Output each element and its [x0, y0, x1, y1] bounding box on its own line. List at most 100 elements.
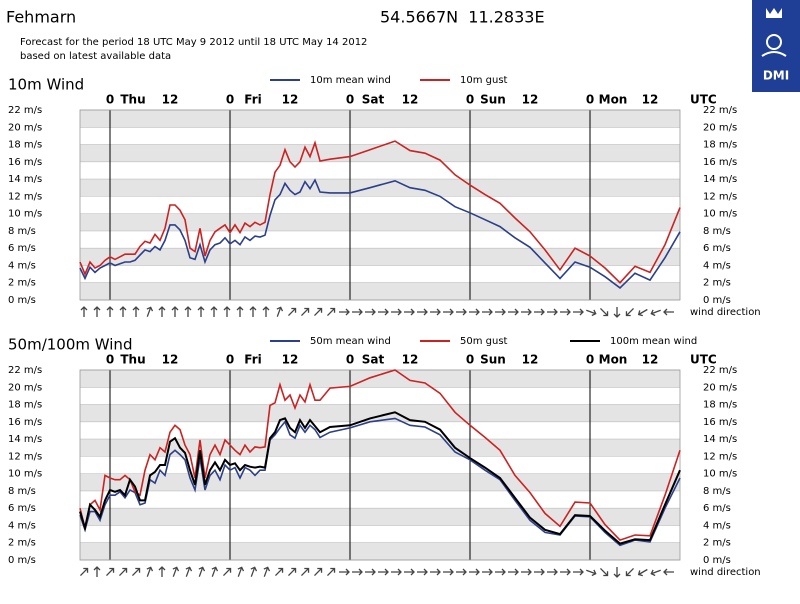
wind-arrow [443, 308, 454, 316]
y2-tick-label: 4 m/s [703, 260, 731, 271]
day-label: Thu [120, 353, 145, 367]
wind-arrow [404, 308, 415, 316]
wind-arrow [158, 306, 166, 317]
wind-arrow [650, 569, 661, 577]
y-tick-label: 12 m/s [8, 451, 42, 462]
wind-arrow [586, 309, 597, 317]
wind-arrow [508, 308, 519, 316]
wind-arrow [456, 308, 467, 316]
wind-arrow [482, 308, 493, 316]
y-tick-label: 10 m/s [8, 469, 42, 480]
dmi-logo: DMI [752, 0, 800, 92]
wind-arrow [637, 568, 648, 577]
wind-arrow [249, 306, 257, 317]
wind-arrow [158, 566, 166, 577]
y2-tick-label: 20 m/s [703, 382, 737, 393]
plot-frame [79, 109, 681, 301]
y2-tick-label: 16 m/s [703, 417, 737, 428]
y-tick-label: 10 m/s [8, 209, 42, 220]
x-tick-label: 12 [402, 93, 419, 107]
wind-arrow [237, 566, 245, 577]
wind-arrow [534, 568, 545, 576]
wind-arrow [560, 568, 571, 576]
y2-tick-label: 14 m/s [703, 434, 737, 445]
x-tick-label: 12 [642, 93, 659, 107]
y-tick-label: 20 m/s [8, 122, 42, 133]
y2-tick-label: 12 m/s [703, 451, 737, 462]
day-label: Fri [244, 353, 261, 367]
y-tick-label: 14 m/s [8, 174, 42, 185]
wind-arrow [352, 308, 363, 316]
wind-arrow [586, 569, 597, 577]
day-label: Sun [480, 353, 506, 367]
day-label: Sat [362, 353, 385, 367]
x-tick-label: 12 [522, 93, 539, 107]
wind-arrow [327, 567, 336, 576]
series-line [79, 178, 681, 289]
wind-arrow [198, 566, 206, 577]
wind-arrow [521, 308, 532, 316]
wind-arrow [146, 306, 154, 317]
y2-tick-label: 16 m/s [703, 157, 737, 168]
wind-arrow [521, 568, 532, 576]
y2-tick-label: 22 m/s [703, 105, 737, 116]
y-tick-label: 18 m/s [8, 400, 42, 411]
y2-tick-label: 20 m/s [703, 122, 737, 133]
wind-arrow [625, 308, 634, 317]
legend-label: 100m mean wind [610, 336, 697, 347]
day-label: Mon [599, 353, 628, 367]
wind-arrow [288, 307, 297, 316]
x-tick-label: 12 [282, 353, 299, 367]
wind-arrow [637, 308, 648, 317]
legend-label: 10m gust [460, 75, 508, 86]
y-tick-label: 16 m/s [8, 157, 42, 168]
wind-arrow [93, 306, 101, 317]
y2-tick-label: 18 m/s [703, 140, 737, 151]
y2-tick-label: 6 m/s [703, 503, 731, 514]
y-tick-label: 0 m/s [8, 295, 36, 306]
x-tick-label: 0 [586, 93, 594, 107]
plot-frame [79, 369, 681, 561]
y-tick-label: 0 m/s [8, 555, 36, 566]
wind-arrow [171, 306, 179, 317]
wind-arrow [288, 567, 297, 576]
x-tick-label: 0 [226, 353, 234, 367]
wind-arrow [650, 309, 661, 317]
chart-title: 10m Wind [8, 76, 84, 94]
logo-text: DMI [763, 69, 789, 83]
wind-arrow [172, 566, 180, 577]
wind-arrow [573, 568, 584, 576]
x-tick-label: 0 [106, 93, 114, 107]
wind-arrow [625, 568, 634, 577]
y-tick-label: 16 m/s [8, 417, 42, 428]
x-tick-label: 12 [282, 93, 299, 107]
y-tick-label: 2 m/s [8, 278, 36, 289]
y-tick-label: 8 m/s [8, 486, 36, 497]
x-unit: UTC [690, 353, 717, 367]
wind-arrow [184, 306, 192, 317]
wind-arrow [301, 307, 310, 316]
wind-arrow [534, 308, 545, 316]
x-unit: UTC [690, 93, 717, 107]
wind-arrow [391, 568, 402, 576]
wind-arrow [93, 566, 101, 577]
y-tick-label: 20 m/s [8, 382, 42, 393]
y2-tick-label: 14 m/s [703, 174, 737, 185]
day-label: Fri [244, 93, 261, 107]
x-tick-label: 0 [346, 353, 354, 367]
wind-arrow [223, 306, 231, 317]
wind-arrow [211, 566, 219, 577]
x-tick-label: 0 [466, 353, 474, 367]
wind-arrow [106, 567, 115, 576]
y-tick-label: 22 m/s [8, 105, 42, 116]
series-line [79, 140, 681, 284]
wind-arrow [417, 308, 428, 316]
wind-arrow [262, 306, 270, 317]
y-tick-label: 2 m/s [8, 538, 36, 549]
day-label: Mon [599, 93, 628, 107]
wind-arrow [223, 567, 232, 576]
y-tick-label: 18 m/s [8, 140, 42, 151]
wind-arrow [404, 568, 415, 576]
legend-label: 10m mean wind [310, 75, 391, 86]
